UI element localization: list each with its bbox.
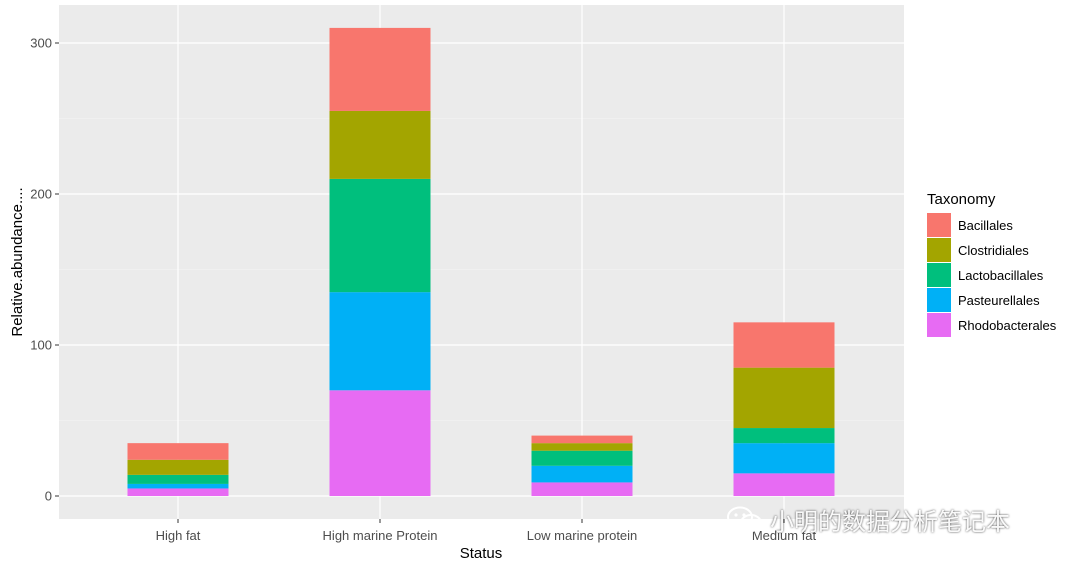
x-axis-title: Status (460, 545, 503, 562)
x-tick-label: High marine Protein (323, 528, 438, 543)
y-tick-label: 100 (30, 338, 52, 353)
legend-label: Rhodobacterales (958, 318, 1057, 333)
bar-segment (127, 459, 229, 475)
x-tick-label: High fat (156, 528, 201, 543)
legend: Taxonomy Bacillales Clostridiales Lactobac… (927, 191, 1057, 337)
bar-segment (127, 443, 229, 460)
legend-label: Lactobacillales (958, 268, 1044, 283)
x-tick-label: Low marine protein (527, 528, 638, 543)
bar-segment (329, 390, 431, 496)
bar-segment (329, 178, 431, 293)
wechat-icon (727, 506, 762, 532)
legend-key (927, 313, 951, 337)
bar-segment (531, 450, 633, 466)
legend-title: Taxonomy (927, 191, 996, 208)
legend-key (927, 263, 951, 287)
bar-segment (733, 367, 835, 429)
legend-key (927, 213, 951, 237)
legend-label: Pasteurellales (958, 293, 1040, 308)
legend-key (927, 238, 951, 262)
y-axis-ticks: 0 100 200 300 (30, 36, 59, 504)
bar-segment (531, 443, 633, 451)
watermark-text: 小明的数据分析笔记本 (770, 508, 1010, 536)
bar-segment (733, 443, 835, 474)
x-tick-label: Medium fat (752, 528, 817, 543)
bar-segment (127, 483, 229, 489)
y-tick-label: 300 (30, 36, 52, 51)
bar-segment (531, 465, 633, 483)
legend-key (927, 288, 951, 312)
y-tick-label: 200 (30, 187, 52, 202)
bar-segment (733, 428, 835, 444)
y-tick-label: 0 (45, 489, 52, 504)
x-axis-ticks: High fat High marine Protein Low marine pr… (156, 519, 817, 543)
legend-label: Bacillales (958, 218, 1013, 233)
legend-label: Clostridiales (958, 243, 1029, 258)
bar-segment (733, 473, 835, 496)
bar-segment (127, 488, 229, 496)
bar-segment (733, 322, 835, 368)
bar-segment (531, 482, 633, 496)
bars (127, 27, 835, 496)
watermark: 小明的数据分析笔记本 (726, 502, 1010, 537)
bar-segment (329, 292, 431, 391)
bar-segment (329, 27, 431, 111)
bar-segment (329, 110, 431, 179)
bar-segment (127, 474, 229, 484)
bar-segment (531, 435, 633, 444)
y-axis-title: Relative.abundance.... (9, 187, 26, 336)
